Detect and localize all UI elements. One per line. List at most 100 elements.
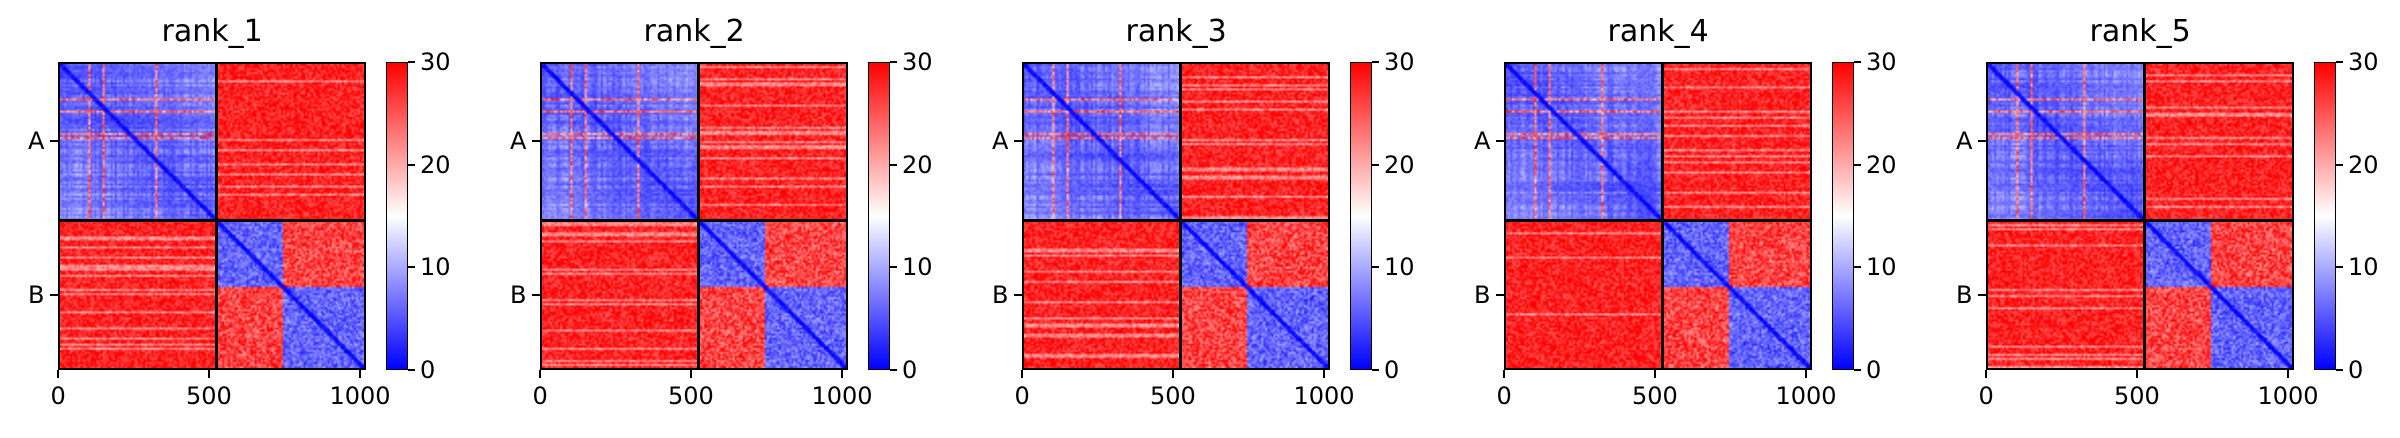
colorbar-tick-label: 30 bbox=[902, 48, 933, 76]
y-tick bbox=[1496, 294, 1504, 297]
pae-matrix bbox=[1988, 64, 2292, 368]
x-tick-label: 0 bbox=[532, 382, 548, 410]
colorbar-tick-label: 30 bbox=[1384, 48, 1415, 76]
pae-heatmap bbox=[1504, 62, 1812, 370]
x-tick bbox=[539, 370, 541, 378]
colorbar-tick bbox=[2336, 266, 2343, 269]
colorbar-tick bbox=[1854, 163, 1861, 166]
chain-divider-horizontal bbox=[1986, 219, 2294, 223]
chain-label-b: B bbox=[1474, 281, 1491, 310]
colorbar-tick bbox=[1854, 61, 1861, 63]
x-tick bbox=[57, 370, 59, 378]
x-tick-label: 500 bbox=[185, 382, 232, 410]
y-tick bbox=[1014, 294, 1022, 297]
x-tick-label: 1000 bbox=[329, 382, 391, 410]
chart-panel-4: rank_4 0 500 1000 A B 0 10 20 30 bbox=[1446, 0, 1928, 438]
colorbar-tick bbox=[1854, 369, 1861, 371]
colorbar-tick bbox=[2336, 163, 2343, 166]
colorbar-tick-label: 20 bbox=[1384, 150, 1415, 179]
colorbar-tick bbox=[1854, 266, 1861, 269]
y-tick bbox=[1496, 140, 1504, 143]
x-tick-label: 1000 bbox=[811, 382, 873, 410]
chain-divider-vertical bbox=[2143, 62, 2147, 370]
colorbar-tick-label: 10 bbox=[1866, 253, 1897, 282]
chart-panel-3: rank_3 0 500 1000 A B 0 10 20 30 bbox=[964, 0, 1446, 438]
x-tick bbox=[1171, 370, 1174, 378]
pae-heatmap bbox=[58, 62, 366, 370]
colorbar-tick bbox=[890, 163, 897, 166]
colorbar-tick bbox=[890, 61, 897, 63]
x-tick bbox=[1653, 370, 1656, 378]
colorbar-tick-label: 0 bbox=[420, 356, 436, 384]
x-tick-label: 500 bbox=[1631, 382, 1678, 410]
colorbar-tick-label: 0 bbox=[902, 356, 918, 384]
colorbar-tick bbox=[1372, 163, 1379, 166]
chart-title: rank_4 bbox=[1607, 14, 1709, 49]
chain-divider-vertical bbox=[1661, 62, 1665, 370]
colorbar-tick bbox=[1372, 369, 1379, 371]
colorbar-tick bbox=[408, 266, 415, 269]
pae-heatmap bbox=[1022, 62, 1330, 370]
x-tick-label: 1000 bbox=[1293, 382, 1355, 410]
chain-divider-horizontal bbox=[58, 219, 366, 223]
chain-label-a: A bbox=[1956, 127, 1973, 156]
x-tick bbox=[207, 370, 210, 378]
y-tick bbox=[50, 294, 58, 297]
chain-label-b: B bbox=[1956, 281, 1973, 310]
colorbar bbox=[2314, 62, 2336, 370]
colorbar-tick-label: 10 bbox=[2348, 253, 2379, 282]
colorbar-tick-label: 30 bbox=[1866, 48, 1897, 76]
colorbar bbox=[386, 62, 408, 370]
x-tick-label: 500 bbox=[1149, 382, 1196, 410]
chain-divider-horizontal bbox=[1504, 219, 1812, 223]
chain-label-a: A bbox=[28, 127, 45, 156]
pae-matrix bbox=[542, 64, 846, 368]
chart-title: rank_1 bbox=[161, 14, 263, 49]
colorbar-tick-label: 10 bbox=[902, 253, 933, 282]
chain-label-b: B bbox=[510, 281, 527, 310]
pae-matrix bbox=[1024, 64, 1328, 368]
colorbar-tick bbox=[890, 369, 897, 371]
chain-divider-horizontal bbox=[1022, 219, 1330, 223]
colorbar-tick-label: 0 bbox=[1866, 356, 1882, 384]
chain-label-a: A bbox=[992, 127, 1009, 156]
x-tick bbox=[2135, 370, 2138, 378]
colorbar-tick bbox=[1372, 61, 1379, 63]
chain-divider-vertical bbox=[1179, 62, 1183, 370]
colorbar-tick bbox=[2336, 61, 2343, 63]
colorbar-tick bbox=[890, 266, 897, 269]
y-tick bbox=[532, 140, 540, 143]
chain-label-a: A bbox=[510, 127, 527, 156]
chart-title: rank_5 bbox=[2089, 14, 2191, 49]
colorbar-tick-label: 20 bbox=[420, 150, 451, 179]
chart-title: rank_2 bbox=[643, 14, 745, 49]
chain-label-b: B bbox=[28, 281, 45, 310]
x-tick bbox=[2286, 370, 2289, 378]
x-tick-label: 0 bbox=[1978, 382, 1994, 410]
y-tick bbox=[1014, 140, 1022, 143]
colorbar-tick-label: 30 bbox=[2348, 48, 2379, 76]
y-tick bbox=[1978, 294, 1986, 297]
x-tick bbox=[1322, 370, 1325, 378]
chain-label-b: B bbox=[992, 281, 1009, 310]
colorbar bbox=[868, 62, 890, 370]
x-tick bbox=[358, 370, 361, 378]
chart-panel-1: rank_1 0 500 1000 A B 0 10 20 30 bbox=[0, 0, 482, 438]
colorbar-tick bbox=[2336, 369, 2343, 371]
pae-matrix bbox=[1506, 64, 1810, 368]
chain-label-a: A bbox=[1474, 127, 1491, 156]
x-tick-label: 500 bbox=[667, 382, 714, 410]
colorbar-tick-label: 20 bbox=[2348, 150, 2379, 179]
x-tick-label: 1000 bbox=[1775, 382, 1837, 410]
chain-divider-vertical bbox=[215, 62, 219, 370]
chain-divider-horizontal bbox=[540, 219, 848, 223]
x-tick-label: 500 bbox=[2113, 382, 2160, 410]
chart-panel-2: rank_2 0 500 1000 A B 0 10 20 30 bbox=[482, 0, 964, 438]
x-tick bbox=[840, 370, 843, 378]
x-tick-label: 0 bbox=[1496, 382, 1512, 410]
colorbar-tick bbox=[408, 163, 415, 166]
y-tick bbox=[1978, 140, 1986, 143]
colorbar-tick bbox=[408, 369, 415, 371]
colorbar-tick bbox=[408, 61, 415, 63]
